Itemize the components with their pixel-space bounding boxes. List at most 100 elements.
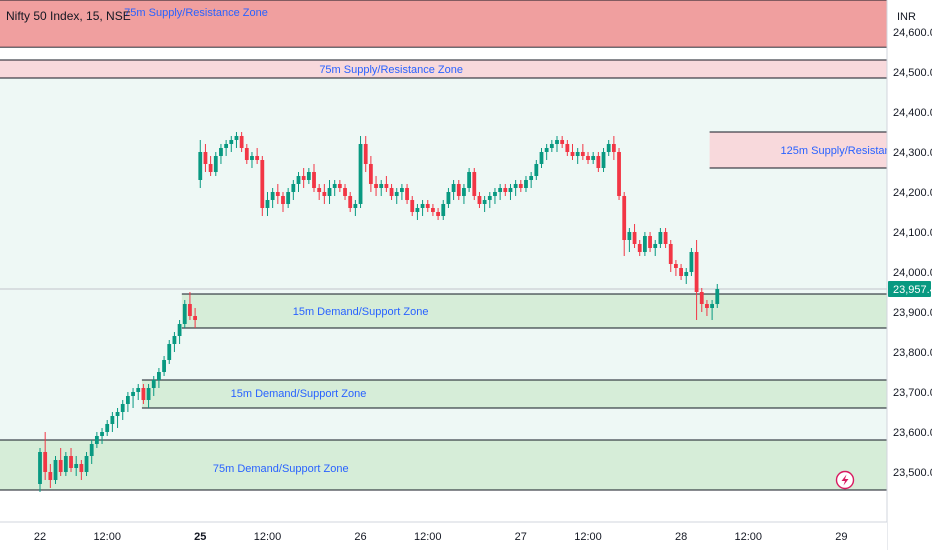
candle[interactable] — [343, 188, 347, 196]
candle[interactable] — [555, 140, 559, 144]
candles-layer[interactable] — [38, 132, 720, 492]
candle[interactable] — [524, 180, 528, 188]
candle[interactable] — [219, 148, 223, 156]
candle[interactable] — [337, 184, 342, 188]
candle[interactable] — [317, 188, 322, 192]
time-axis[interactable] — [0, 522, 887, 550]
candle[interactable] — [172, 336, 177, 344]
candle[interactable] — [410, 200, 415, 212]
candle[interactable] — [668, 244, 673, 264]
currency-label[interactable]: INR — [897, 11, 916, 23]
candle[interactable] — [405, 188, 409, 200]
candle[interactable] — [493, 192, 497, 196]
candle[interactable] — [451, 184, 456, 192]
candle[interactable] — [642, 236, 647, 252]
candle[interactable] — [679, 268, 683, 276]
candle[interactable] — [188, 304, 192, 316]
candle[interactable] — [482, 200, 487, 204]
candle[interactable] — [379, 184, 384, 188]
candle[interactable] — [208, 164, 213, 172]
candle[interactable] — [120, 404, 125, 412]
candle[interactable] — [508, 188, 513, 192]
candle[interactable] — [606, 144, 611, 152]
candle[interactable] — [322, 192, 327, 196]
flash-icon[interactable] — [835, 470, 855, 490]
candle[interactable] — [467, 172, 472, 188]
candle[interactable] — [368, 164, 373, 184]
candle[interactable] — [549, 144, 554, 148]
candle[interactable] — [353, 204, 358, 208]
candle[interactable] — [539, 152, 544, 164]
candle[interactable] — [456, 184, 461, 196]
candle[interactable] — [182, 304, 187, 324]
candle[interactable] — [291, 184, 296, 192]
candle[interactable] — [684, 272, 689, 276]
candle[interactable] — [193, 316, 197, 320]
candle[interactable] — [534, 164, 539, 176]
candle[interactable] — [705, 304, 709, 308]
candle[interactable] — [141, 388, 146, 400]
candle[interactable] — [203, 152, 208, 164]
candle[interactable] — [580, 152, 585, 156]
candle[interactable] — [358, 144, 363, 204]
candle[interactable] — [265, 200, 270, 208]
candle[interactable] — [374, 184, 378, 188]
candle[interactable] — [648, 236, 652, 248]
candle[interactable] — [663, 232, 668, 244]
candle[interactable] — [105, 424, 110, 432]
candle[interactable] — [591, 156, 596, 160]
candle[interactable] — [715, 289, 720, 304]
candle[interactable] — [162, 360, 166, 372]
candle[interactable] — [596, 156, 601, 168]
candle[interactable] — [503, 188, 508, 192]
candle[interactable] — [110, 416, 115, 424]
candle[interactable] — [658, 232, 663, 244]
candle[interactable] — [296, 176, 301, 184]
candle[interactable] — [699, 292, 704, 304]
candle[interactable] — [637, 244, 642, 252]
candle[interactable] — [363, 144, 368, 164]
candle[interactable] — [234, 136, 239, 140]
candle[interactable] — [689, 252, 694, 272]
candle[interactable] — [213, 156, 218, 172]
candle[interactable] — [518, 184, 523, 188]
candle[interactable] — [694, 252, 699, 292]
candle[interactable] — [281, 196, 285, 204]
candle[interactable] — [270, 192, 275, 200]
candle[interactable] — [115, 412, 120, 416]
candle[interactable] — [462, 188, 466, 196]
candle[interactable] — [487, 196, 492, 200]
candle[interactable] — [224, 144, 229, 148]
candle[interactable] — [63, 456, 68, 472]
candle[interactable] — [260, 160, 265, 208]
candle[interactable] — [306, 172, 311, 180]
candle[interactable] — [632, 232, 637, 244]
candle[interactable] — [513, 184, 518, 188]
candle[interactable] — [389, 188, 394, 196]
candle[interactable] — [58, 460, 63, 472]
candle[interactable] — [674, 264, 678, 268]
candle[interactable] — [446, 192, 451, 204]
candle[interactable] — [544, 148, 549, 152]
candle[interactable] — [431, 208, 435, 212]
candle[interactable] — [586, 156, 590, 160]
candle[interactable] — [436, 212, 440, 216]
candle[interactable] — [622, 196, 627, 240]
candle[interactable] — [415, 208, 420, 212]
candle[interactable] — [38, 452, 42, 484]
price-axis[interactable] — [887, 0, 932, 550]
candle[interactable] — [94, 436, 99, 444]
candle[interactable] — [498, 188, 503, 192]
candle[interactable] — [255, 156, 260, 160]
candle[interactable] — [275, 192, 280, 196]
candle[interactable] — [43, 452, 48, 472]
candle[interactable] — [477, 196, 482, 204]
candle[interactable] — [79, 464, 84, 472]
candle[interactable] — [348, 196, 353, 208]
candle[interactable] — [157, 372, 161, 380]
candle[interactable] — [74, 464, 79, 468]
candle[interactable] — [710, 304, 714, 308]
candle[interactable] — [627, 232, 632, 240]
candle[interactable] — [312, 172, 316, 188]
candle[interactable] — [394, 192, 399, 196]
